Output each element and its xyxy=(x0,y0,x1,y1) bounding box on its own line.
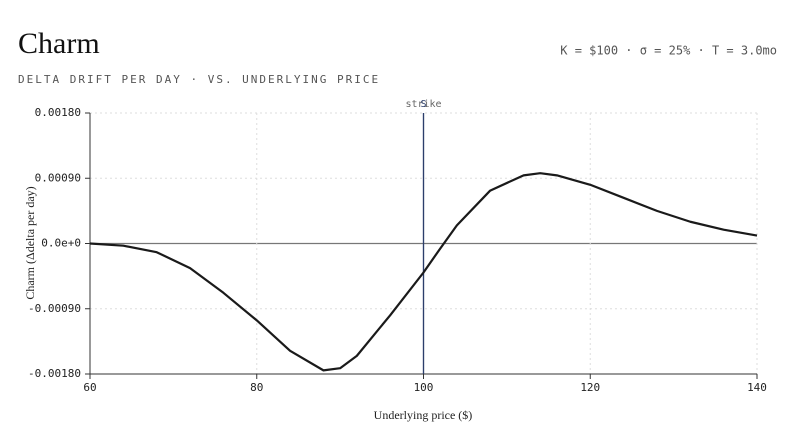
x-axis-label: Underlying price ($) xyxy=(374,408,473,422)
y-tick-label: 0.00180 xyxy=(35,106,81,119)
x-tick-label: 60 xyxy=(83,381,96,394)
x-tick-label: 80 xyxy=(250,381,263,394)
y-tick-label: 0.00090 xyxy=(35,171,81,184)
y-tick-label: 0.0e+0 xyxy=(41,237,81,250)
parameters: K = $100 · σ = 25% · T = 3.0mo xyxy=(560,44,777,58)
chart-subtitle: DELTA DRIFT PER DAY · VS. UNDERLYING PRI… xyxy=(18,73,380,86)
annotation-label: strike xyxy=(405,99,441,110)
chart-title: Charm xyxy=(18,27,100,60)
x-tick-label: 140 xyxy=(747,381,767,394)
series-line xyxy=(89,172,758,372)
x-tick-label: 120 xyxy=(580,381,600,394)
y-tick-label: -0.00180 xyxy=(28,367,81,380)
x-tick-label: 100 xyxy=(414,381,434,394)
y-tick-label: -0.00090 xyxy=(28,302,81,315)
annotation-label: S xyxy=(420,99,426,110)
y-axis-label: Charm (Δdelta per day) xyxy=(23,186,37,299)
